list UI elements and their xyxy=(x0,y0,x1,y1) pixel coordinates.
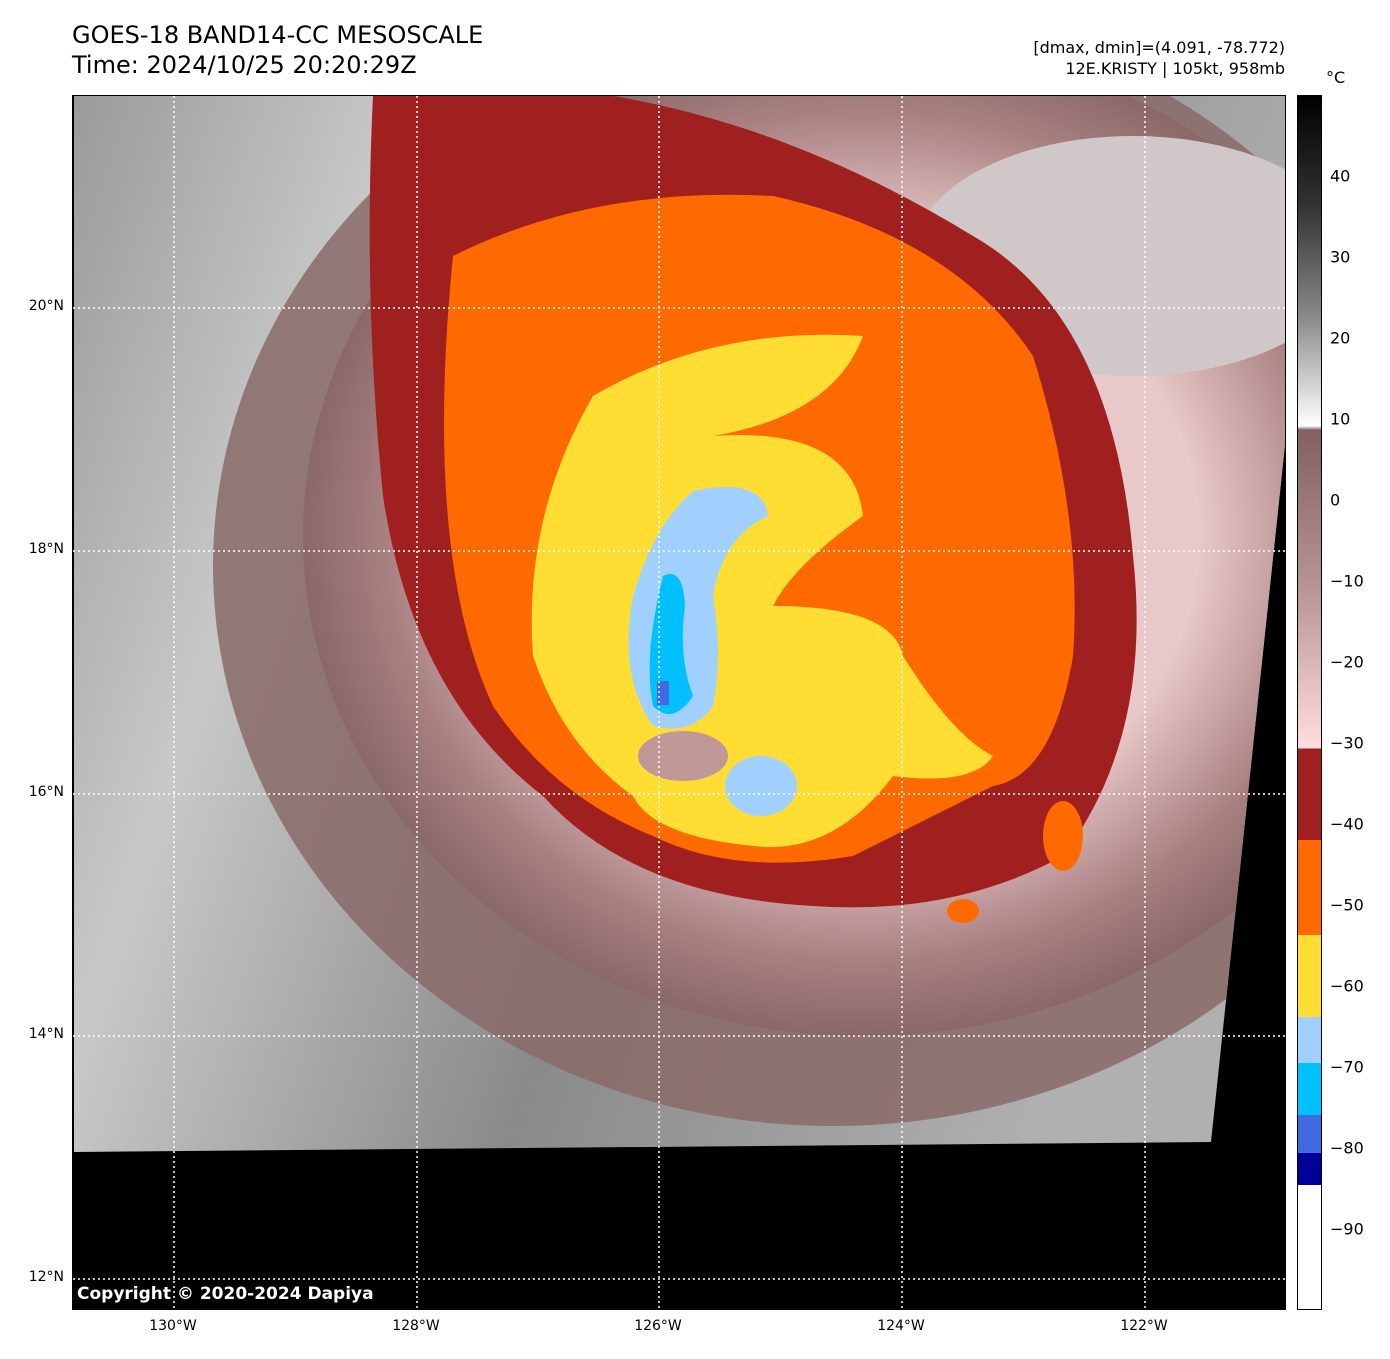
lat-label: 14°N xyxy=(28,1026,64,1042)
lon-label: 122°W xyxy=(1120,1318,1168,1334)
copyright-label: Copyright © 2020-2024 Dapiya xyxy=(77,1284,374,1304)
colorbar-tick-label: −50 xyxy=(1330,895,1364,915)
colorbar-tick-label: 40 xyxy=(1330,166,1351,186)
chart-title: GOES-18 BAND14-CC MESOSCALE xyxy=(72,21,484,49)
satellite-image xyxy=(72,95,1286,1310)
colorbar-tick-label: 0 xyxy=(1330,490,1341,510)
cloud-cyan xyxy=(649,574,693,714)
lat-label: 20°N xyxy=(28,298,64,314)
colorbar-tick-label: 10 xyxy=(1330,409,1351,429)
colorbar-tick-label: −40 xyxy=(1330,814,1364,834)
colorbar xyxy=(1297,95,1322,1310)
colorbar-tick-label: 20 xyxy=(1330,328,1351,348)
colorbar-tick-label: −60 xyxy=(1330,976,1364,996)
colorbar-tick-label: −20 xyxy=(1330,652,1364,672)
colorbar-tick-label: −90 xyxy=(1330,1219,1364,1239)
colorbar-tick-label: −30 xyxy=(1330,733,1364,753)
lon-label: 128°W xyxy=(392,1318,440,1334)
colorbar-tick-label: −10 xyxy=(1330,571,1364,591)
cloud-blue xyxy=(657,681,669,705)
dmax-dmin-label: [dmax, dmin]=(4.091, -78.772) xyxy=(1033,38,1285,57)
colorbar-tick-label: −70 xyxy=(1330,1057,1364,1077)
grid-lines xyxy=(73,96,1285,1309)
lat-label: 12°N xyxy=(28,1269,64,1285)
cloud-yellow xyxy=(531,334,993,848)
chart-time: Time: 2024/10/25 20:20:29Z xyxy=(72,51,417,79)
colorbar-tick-label: 30 xyxy=(1330,247,1351,267)
lon-label: 126°W xyxy=(634,1318,682,1334)
lat-label: 18°N xyxy=(28,541,64,557)
storm-info-label: 12E.KRISTY | 105kt, 958mb xyxy=(1065,59,1285,78)
lon-label: 124°W xyxy=(877,1318,925,1334)
lon-label: 130°W xyxy=(149,1318,197,1334)
colorbar-unit: °C xyxy=(1326,68,1346,87)
lat-label: 16°N xyxy=(28,784,64,800)
colorbar-tick-label: −80 xyxy=(1330,1138,1364,1158)
